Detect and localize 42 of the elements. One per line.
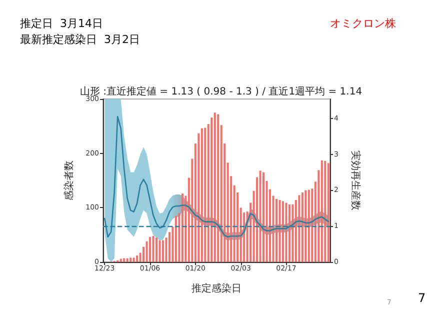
bar bbox=[282, 201, 284, 262]
bar bbox=[324, 160, 326, 262]
bar bbox=[320, 160, 323, 262]
bar bbox=[174, 216, 177, 262]
line-series bbox=[104, 116, 330, 238]
bar bbox=[200, 128, 203, 262]
bar bbox=[214, 112, 216, 262]
bar bbox=[292, 204, 294, 262]
bar bbox=[288, 204, 290, 262]
bar bbox=[301, 192, 304, 262]
bar bbox=[132, 258, 135, 262]
bar bbox=[298, 195, 300, 262]
bar bbox=[136, 255, 138, 262]
text: 7 bbox=[418, 291, 426, 305]
bar bbox=[146, 241, 148, 262]
text: 最新推定感染日 3月2日 bbox=[20, 33, 140, 46]
bar bbox=[120, 258, 122, 262]
chart-title: 山形 :直近推定値 = 1.13 ( 0.98 - 1.3 ) / 直近1週平均 = 1.14 bbox=[80, 86, 362, 98]
text: オミクロン株 bbox=[330, 17, 396, 30]
bar bbox=[181, 194, 184, 262]
bar bbox=[308, 190, 310, 262]
y-axis-title: 感染者数 bbox=[63, 160, 76, 200]
bar bbox=[304, 190, 307, 262]
bar bbox=[285, 202, 288, 262]
text: 推定日 3月14日 bbox=[20, 17, 103, 30]
bar bbox=[123, 258, 126, 262]
bar bbox=[126, 258, 128, 262]
bar bbox=[158, 240, 161, 262]
bar bbox=[130, 258, 132, 262]
bar bbox=[278, 200, 281, 262]
y2-axis-title: 実効再生産数 bbox=[350, 150, 362, 210]
bar bbox=[152, 236, 154, 262]
bar bbox=[162, 240, 164, 262]
bar bbox=[217, 114, 220, 262]
bar bbox=[275, 198, 278, 262]
bar bbox=[259, 170, 262, 262]
bar bbox=[156, 238, 158, 262]
bar bbox=[327, 163, 330, 262]
bar bbox=[204, 128, 206, 262]
x-axis-title: 推定感染日 bbox=[192, 282, 242, 294]
bar bbox=[262, 172, 265, 262]
bar bbox=[149, 237, 152, 262]
